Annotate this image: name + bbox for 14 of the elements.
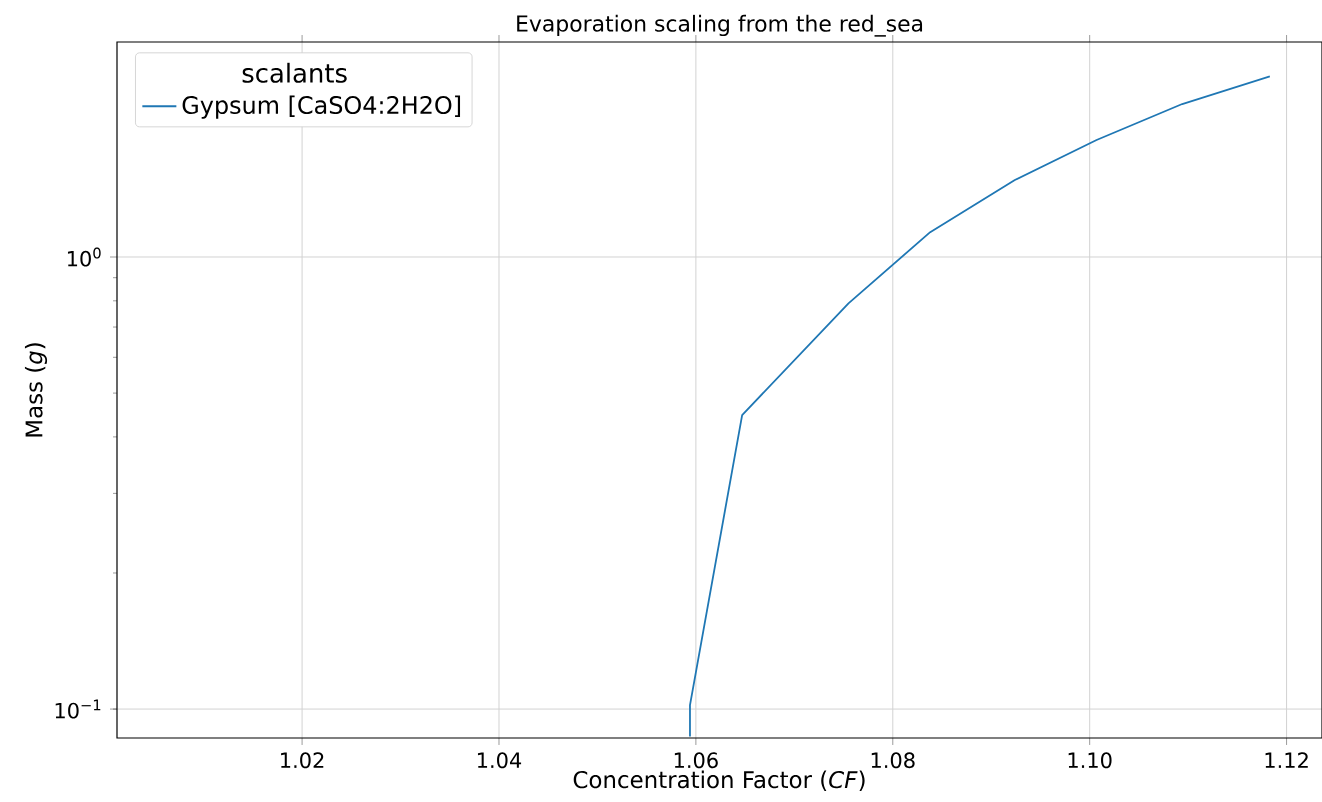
- x-axis-title: Concentration Factor (CF): [573, 770, 865, 791]
- y-axis-title: Mass (g): [24, 343, 48, 437]
- x-tick-label: 1.10: [1068, 752, 1112, 769]
- line-series: [689, 75, 1271, 738]
- x-tick-label: 1.08: [871, 752, 915, 769]
- y-tick-label: 10$^{−1}$: [55, 699, 101, 719]
- chart-title: Evaporation scaling from the red_sea: [517, 14, 923, 37]
- legend-label: Gypsum [CaSO4:2H2O]: [182, 95, 461, 119]
- x-tick-label: 1.04: [477, 752, 522, 769]
- x-tick-label: 1.12: [1265, 752, 1308, 768]
- legend-title: scalants: [242, 62, 347, 83]
- y-tick-label: 10$^{0}$: [67, 247, 101, 267]
- x-tick-label: 1.06: [674, 752, 718, 769]
- x-tick-label: 1.02: [281, 752, 324, 769]
